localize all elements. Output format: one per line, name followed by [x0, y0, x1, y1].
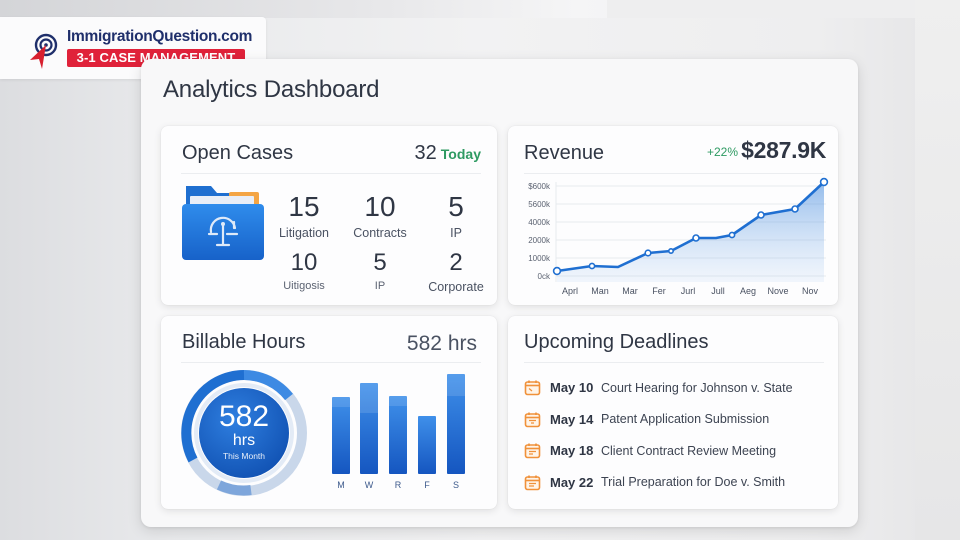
deadline-list: May 10 Court Hearing for Johnson v. Stat…: [524, 372, 824, 498]
deadline-item[interactable]: May 18 Client Contract Review Meeting: [524, 435, 824, 467]
stat-contracts: 10 Contracts: [353, 191, 407, 241]
svg-text:Fer: Fer: [652, 286, 666, 296]
svg-text:4000k: 4000k: [528, 218, 551, 227]
deadlines-title: Upcoming Deadlines: [524, 331, 709, 353]
deadlines-card[interactable]: Upcoming Deadlines May 10 Court Hearing …: [508, 316, 838, 509]
card-divider: [181, 362, 481, 363]
stat-litigation: 15 Litigation: [278, 191, 330, 241]
brand-site-name: ImmigrationQuestion.com: [67, 28, 253, 45]
svg-text:Nov: Nov: [802, 286, 819, 296]
revenue-chart: $600k 5600k 4000k 2000k 1000k 0ck Aprl M…: [528, 177, 829, 296]
folder-scales-icon: [182, 186, 264, 260]
deadline-item[interactable]: May 14 Patent Application Submission: [524, 404, 824, 436]
svg-text:M: M: [337, 480, 345, 490]
revenue-card[interactable]: Revenue +22% $287.9K $600k 5600k 4000k 2…: [508, 126, 838, 305]
deadline-item[interactable]: May 22 Trial Preparation for Doe v. Smit…: [524, 467, 824, 499]
revenue-title: Revenue: [524, 142, 605, 164]
revenue-value: $287.9K: [741, 137, 826, 163]
open-cases-title: Open Cases: [182, 142, 294, 164]
gauge-label: 582 hrs This Month: [218, 400, 270, 462]
svg-text:Aeg: Aeg: [740, 286, 756, 296]
stat-ip-secondary: 5 IP: [373, 249, 387, 293]
stat-corporate: 2 Corporate: [428, 249, 484, 295]
billable-hours-title: Billable Hours: [182, 331, 306, 353]
calendar-icon: [524, 412, 541, 428]
page-title: Analytics Dashboard: [163, 76, 380, 103]
background-right: [915, 0, 960, 540]
svg-text:Man: Man: [591, 286, 609, 296]
stat-uitigosis: 10 Uitigosis: [283, 249, 325, 293]
hours-bar-chart: M W R F S: [332, 374, 465, 490]
svg-text:5600k: 5600k: [528, 200, 551, 209]
billable-hours-total: 582 hrs: [406, 332, 477, 355]
svg-text:2000k: 2000k: [528, 236, 551, 245]
svg-text:1000k: 1000k: [528, 254, 551, 263]
svg-text:R: R: [395, 480, 402, 490]
card-divider: [524, 362, 824, 363]
card-divider: [181, 173, 481, 174]
card-divider: [524, 173, 824, 174]
svg-text:Mar: Mar: [622, 286, 638, 296]
svg-text:Nove: Nove: [767, 286, 788, 296]
svg-text:W: W: [365, 480, 374, 490]
open-cases-count: 32 Today: [415, 142, 481, 165]
hours-gauge: [181, 370, 307, 496]
calendar-icon: [524, 475, 541, 491]
svg-text:Aprl: Aprl: [562, 286, 578, 296]
svg-text:S: S: [453, 480, 459, 490]
revenue-change: +22%: [706, 145, 738, 159]
calendar-icon: [524, 443, 541, 459]
stat-ip: 5 IP: [448, 191, 464, 241]
open-cases-count-suffix: Today: [440, 146, 481, 162]
open-cases-card[interactable]: Open Cases 32 Today 15 Litigation 10 C: [161, 126, 497, 305]
svg-text:$600k: $600k: [528, 182, 551, 191]
svg-text:F: F: [424, 480, 430, 490]
svg-text:0ck: 0ck: [538, 272, 551, 281]
target-arrow-icon: [30, 33, 58, 69]
calendar-icon: [524, 380, 541, 396]
background-top-right: [607, 0, 960, 18]
open-cases-count-value: 32: [414, 142, 437, 164]
billable-hours-card[interactable]: Billable Hours 582 hrs 582 hrs This Mont…: [161, 316, 497, 509]
deadline-item[interactable]: May 10 Court Hearing for Johnson v. Stat…: [524, 372, 824, 404]
svg-text:Jurl: Jurl: [681, 286, 696, 296]
svg-text:Jull: Jull: [711, 286, 725, 296]
